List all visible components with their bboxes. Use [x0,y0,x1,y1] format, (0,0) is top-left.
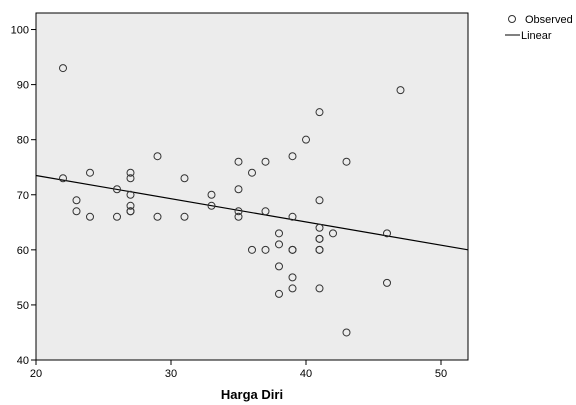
observed-point [126,168,135,177]
observed-point [234,185,243,194]
observed-point [234,207,243,216]
linear-fit-line [35,174,469,251]
x-tick-label: 20 [30,368,42,380]
observed-point [288,284,297,293]
observed-point [315,223,324,232]
observed-point [288,273,297,282]
observed-point [126,207,135,216]
legend-observed-label: Observed [525,14,573,26]
y-tick-label: 70 [17,190,29,202]
observed-point [342,328,351,337]
observed-point [126,201,135,210]
observed-point [126,174,135,183]
observed-point [396,86,405,95]
observed-point [113,212,121,221]
x-tick-label: 30 [165,368,177,380]
y-tick-label: 90 [17,80,29,92]
observed-point [315,196,324,205]
y-axis: 40 50 60 70 80 90 100 [11,25,36,367]
observed-point [383,229,391,238]
y-tick-label: 100 [11,25,29,37]
linear-fit-layer [35,174,469,251]
observed-point [153,152,162,161]
observed-point [86,168,94,177]
observed-point [261,157,270,166]
observed-point [315,234,324,243]
x-axis: 20 30 40 50 [30,360,447,380]
observed-point [288,245,297,254]
x-tick-label: 50 [435,368,447,380]
observed-point [59,174,67,183]
observed-point [275,289,283,298]
observed-point [180,174,189,183]
legend-linear-label: Linear [521,30,552,42]
observed-point [248,168,256,177]
observed-point [180,212,189,221]
observed-point [86,212,94,221]
observed-point [153,212,162,221]
observed-point [72,207,81,216]
observed-point [315,245,324,254]
observed-point [207,201,216,210]
observed-point [248,245,256,254]
y-tick-label: 50 [17,300,29,312]
observed-point [383,278,391,287]
observed-point [113,185,121,194]
observed-point [288,212,297,221]
observed-point [315,108,324,117]
y-tick-label: 80 [17,135,29,147]
observed-point [234,212,243,221]
observed-point [275,229,283,238]
observed-point [302,135,310,144]
observed-point [315,284,324,293]
observed-point [126,190,135,199]
observed-point [288,152,297,161]
observed-point [207,190,216,199]
legend-observed-marker [508,15,516,23]
observed-points-layer [59,64,405,337]
observed-point [275,262,283,271]
y-tick-label: 60 [17,245,29,257]
plot-area [35,12,469,361]
legend: Observed Linear [505,14,573,42]
observed-point [329,229,337,238]
y-tick-label: 40 [17,355,29,367]
observed-point [72,196,81,205]
observed-point [261,207,270,216]
observed-point [275,240,283,249]
observed-point [59,64,67,73]
observed-point [234,157,243,166]
x-tick-label: 40 [300,368,312,380]
x-axis-title: Harga Diri [221,387,283,402]
observed-point [342,157,351,166]
observed-point [261,245,270,254]
